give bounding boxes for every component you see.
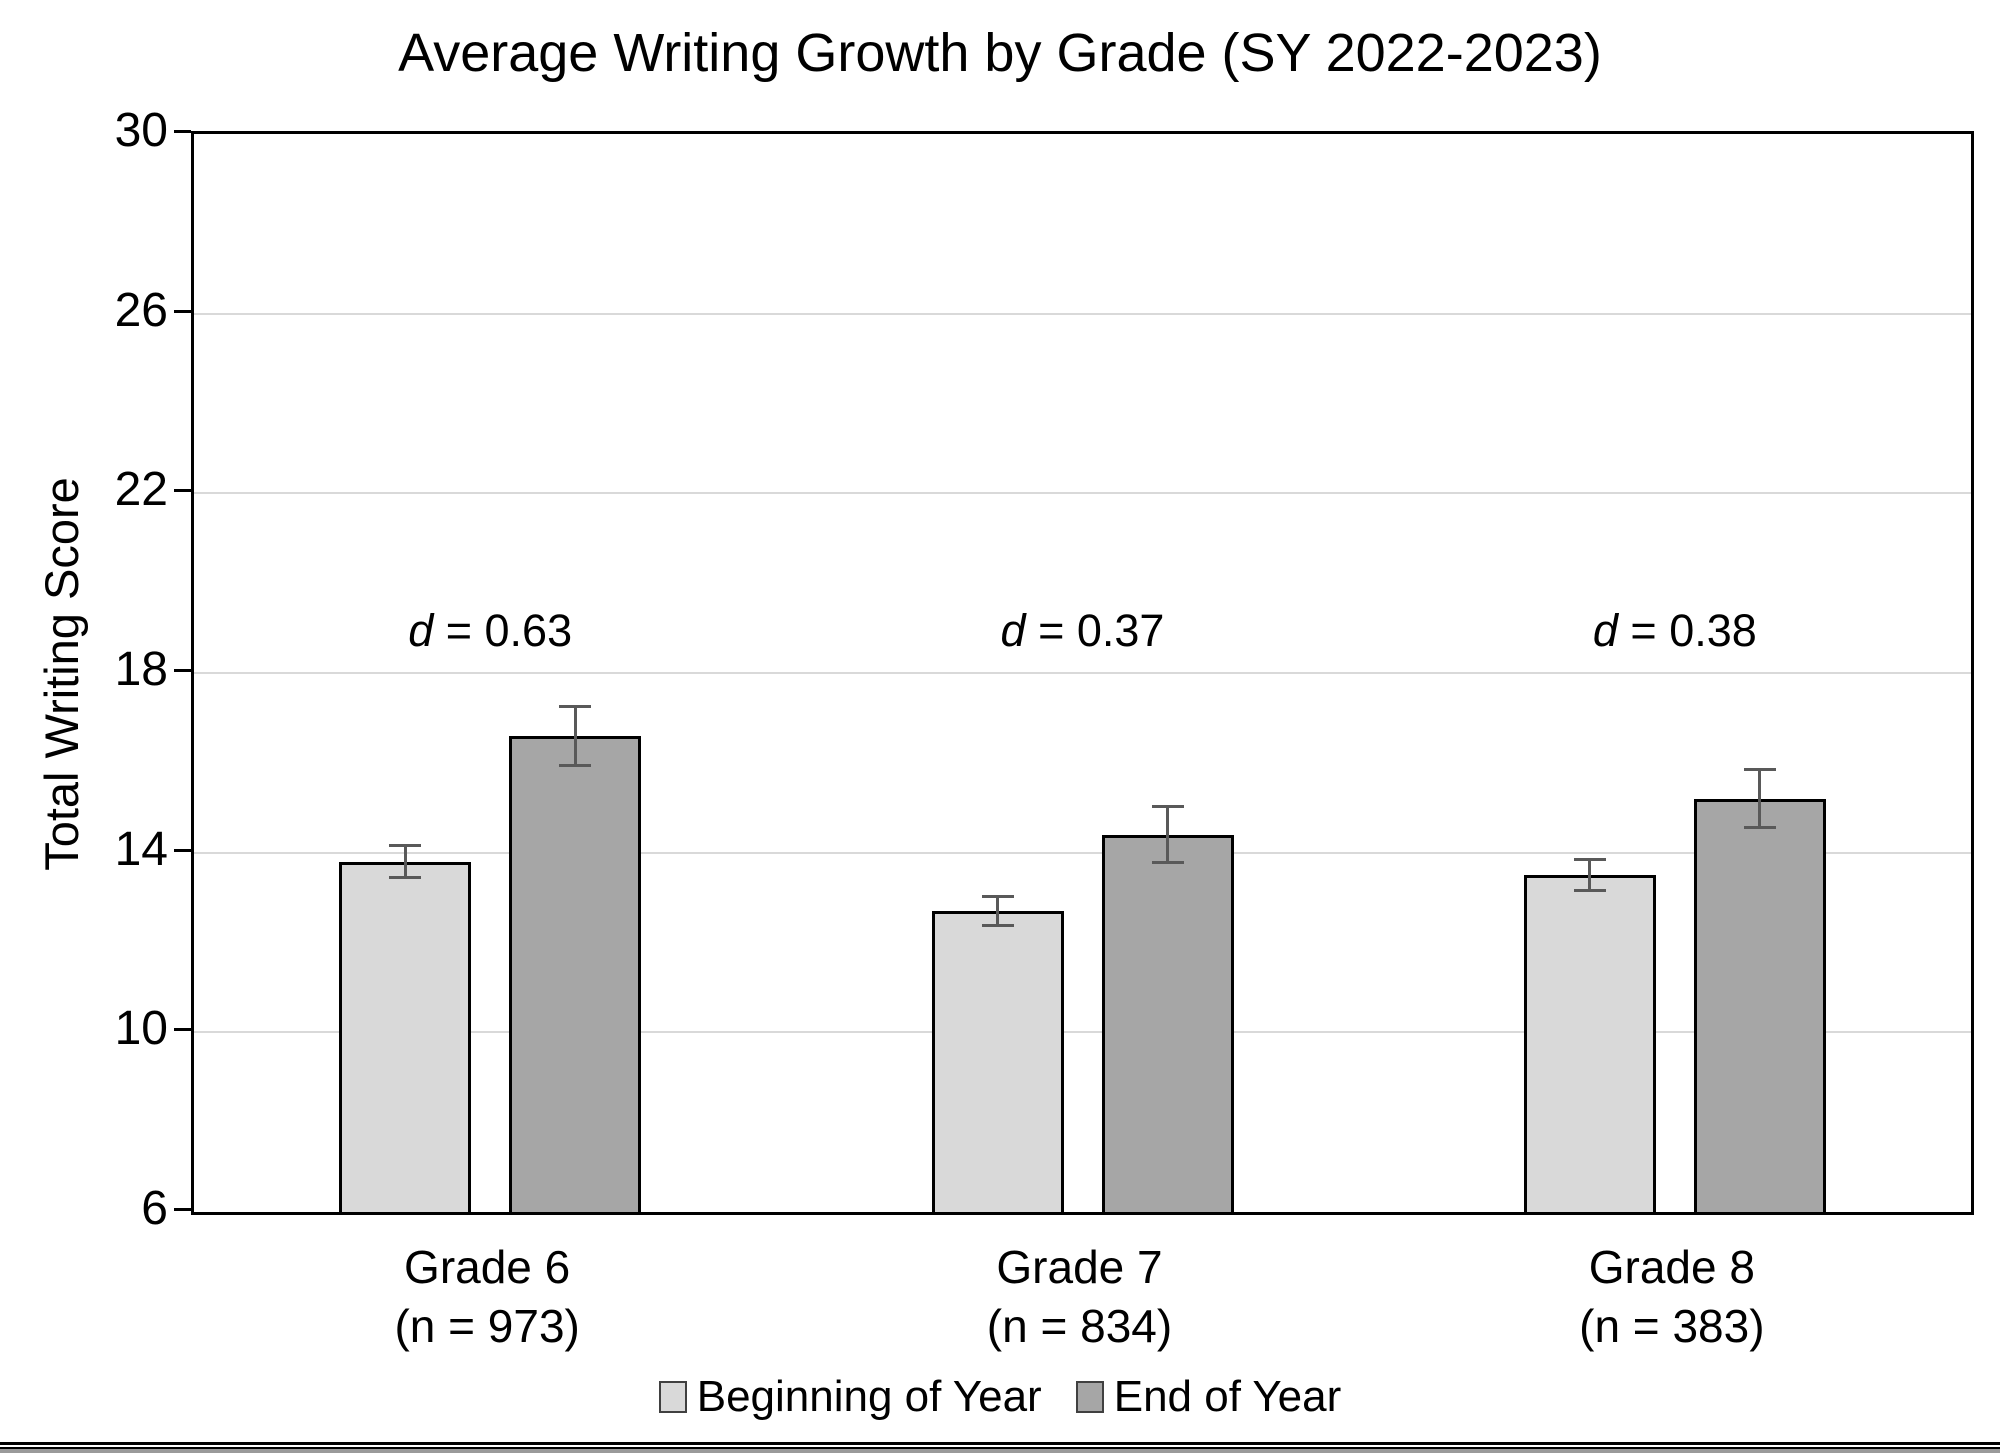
error-bar	[1758, 769, 1762, 828]
y-tick-mark	[174, 1028, 191, 1032]
bar-grade-6-end-of-year	[509, 735, 642, 1215]
bar-grade-8-end-of-year	[1693, 798, 1826, 1215]
error-bar-cap	[1151, 861, 1184, 865]
bar-grade-7-beginning-of-year	[931, 911, 1064, 1215]
x-category-label-grade-6: Grade 6 (n = 973)	[394, 1241, 580, 1352]
gridline-y-26	[194, 312, 1971, 315]
y-tick-label: 6	[141, 1182, 168, 1235]
error-bar	[996, 896, 999, 926]
legend-swatch	[1075, 1381, 1104, 1413]
window-edge-line	[0, 1442, 2000, 1445]
gridline-y-22	[194, 492, 1971, 495]
legend-item-end-of-year: End of Year	[1075, 1372, 1342, 1422]
window-edge-line	[0, 1447, 2000, 1449]
error-bar	[403, 845, 407, 878]
y-tick-label: 30	[114, 104, 168, 157]
y-tick-mark	[174, 669, 191, 672]
y-tick-label: 22	[114, 463, 168, 517]
window-bottom-edge	[0, 1442, 2000, 1453]
effect-size-annotation: d = 0.38	[1592, 605, 1757, 657]
y-tick-label: 18	[114, 643, 168, 696]
bar-grade-7-end-of-year	[1101, 834, 1234, 1215]
legend-label: Beginning of Year	[696, 1372, 1042, 1421]
x-category-label-grade-8: Grade 8 (n = 383)	[1579, 1241, 1765, 1352]
y-tick-mark	[174, 848, 191, 852]
error-bar-cap	[981, 924, 1014, 928]
bar-grade-8-beginning-of-year	[1523, 875, 1656, 1215]
error-bar	[1166, 806, 1169, 863]
error-bar	[1588, 859, 1592, 891]
legend-item-beginning-of-year: Beginning of Year	[658, 1372, 1042, 1422]
error-bar-cap	[981, 894, 1014, 898]
error-bar-cap	[1743, 768, 1776, 772]
gridline-y-10	[194, 1031, 1971, 1034]
bar-grade-6-beginning-of-year	[339, 861, 472, 1215]
y-tick-mark	[174, 489, 191, 493]
legend-swatch	[658, 1381, 687, 1413]
gridline-y-14	[194, 851, 1971, 854]
error-bar-cap	[389, 844, 422, 848]
effect-size-annotation: d = 0.37	[1000, 605, 1165, 657]
error-bar-cap	[1573, 889, 1606, 893]
chart-title: Average Writing Growth by Grade (SY 2022…	[398, 23, 1602, 83]
error-bar-cap	[1743, 826, 1776, 830]
error-bar	[573, 706, 577, 766]
legend: Beginning of Year End of Year	[0, 1372, 2000, 1422]
y-tick-label: 26	[114, 283, 168, 337]
gridline-y-18	[194, 672, 1971, 674]
y-tick-mark	[174, 309, 191, 313]
y-tick-mark	[174, 1208, 191, 1211]
legend-label: End of Year	[1113, 1372, 1342, 1421]
error-bar-cap	[559, 763, 592, 767]
error-bar-cap	[1573, 857, 1606, 861]
window-edge-shadow	[0, 1449, 2000, 1453]
error-bar-cap	[1151, 804, 1184, 808]
error-bar-cap	[559, 705, 592, 709]
plot-area: d = 0.63 d = 0.37 d = 0.38	[191, 131, 1974, 1215]
x-category-label-grade-7: Grade 7 (n = 834)	[986, 1241, 1173, 1352]
y-tick-mark	[174, 130, 191, 133]
error-bar-cap	[389, 875, 422, 879]
effect-size-annotation: d = 0.63	[408, 605, 573, 657]
y-tick-label: 14	[114, 822, 168, 876]
y-tick-label: 10	[114, 1002, 168, 1056]
window-edge-gap	[0, 1445, 2000, 1447]
